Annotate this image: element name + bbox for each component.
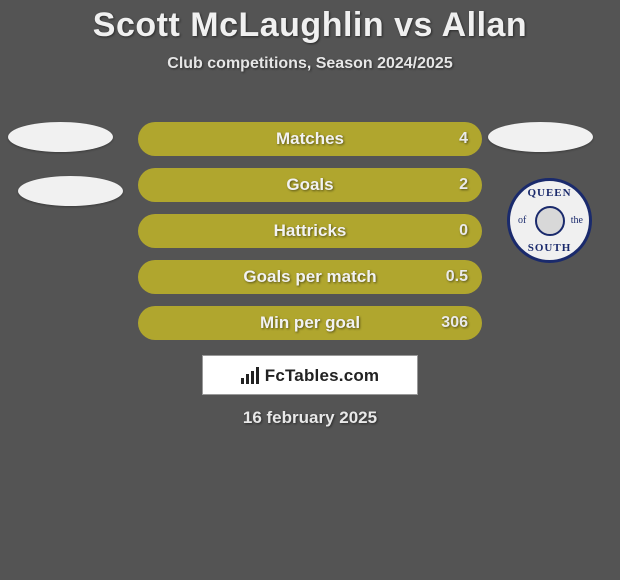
brand-box[interactable]: FcTables.com — [202, 355, 418, 395]
badge-top-text: QUEEN — [510, 187, 589, 199]
stat-label: Hattricks — [138, 214, 482, 248]
stat-value: 0.5 — [446, 260, 468, 294]
stat-value: 4 — [459, 122, 468, 156]
badge-inner — [535, 206, 565, 236]
page-title: Scott McLaughlin vs Allan — [0, 0, 620, 45]
badge-left-text: of — [518, 215, 526, 226]
stat-label: Goals — [138, 168, 482, 202]
badge-bottom-text: SOUTH — [510, 242, 589, 254]
stat-row-min-per-goal: Min per goal306 — [138, 306, 482, 340]
stat-value: 306 — [441, 306, 468, 340]
badge-circle: QUEEN of the SOUTH — [507, 178, 592, 263]
stat-row-hattricks: Hattricks0 — [138, 214, 482, 248]
badge-right-text: the — [571, 215, 583, 226]
stat-row-goals: Goals2 — [138, 168, 482, 202]
photo-pill-0 — [8, 122, 113, 152]
stat-value: 2 — [459, 168, 468, 202]
brand-text: FcTables.com — [265, 366, 380, 385]
stat-label: Matches — [138, 122, 482, 156]
stat-row-goals-per-match: Goals per match0.5 — [138, 260, 482, 294]
date-text: 16 february 2025 — [0, 408, 620, 428]
stat-row-matches: Matches4 — [138, 122, 482, 156]
subtitle: Club competitions, Season 2024/2025 — [0, 55, 620, 73]
stat-label: Min per goal — [138, 306, 482, 340]
chart-icon — [241, 366, 261, 384]
photo-pill-2 — [488, 122, 593, 152]
photo-pill-1 — [18, 176, 123, 206]
stat-label: Goals per match — [138, 260, 482, 294]
club-badge: QUEEN of the SOUTH — [501, 178, 598, 263]
stat-value: 0 — [459, 214, 468, 248]
